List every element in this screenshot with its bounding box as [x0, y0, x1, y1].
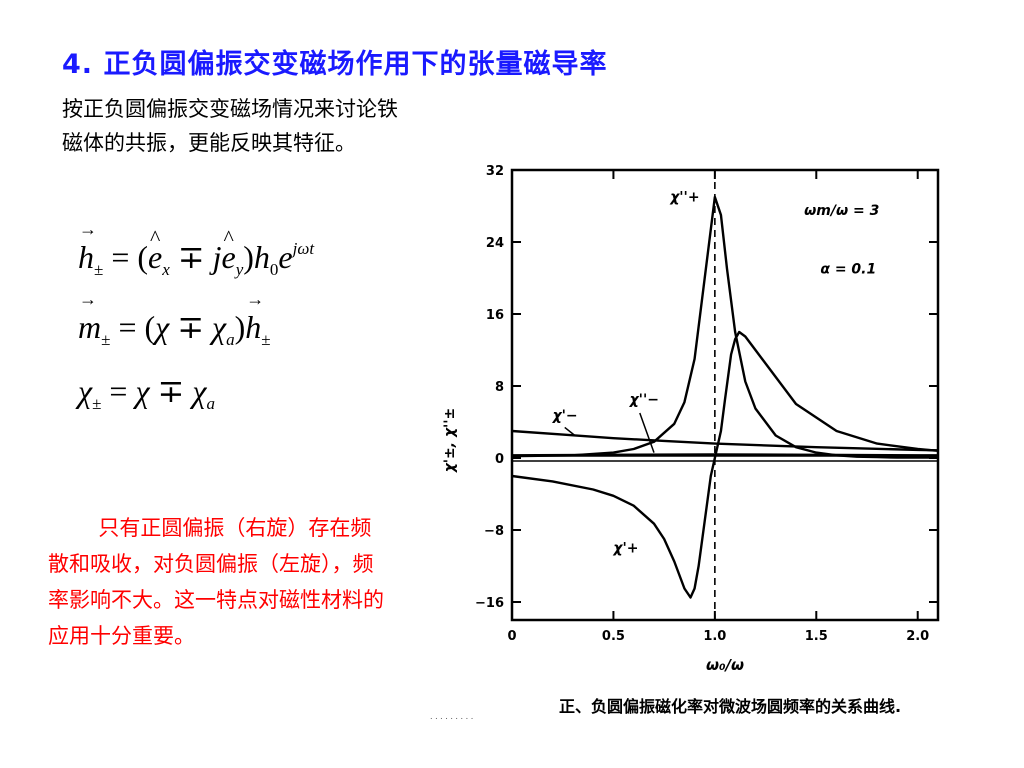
x-tick-label: 1.5 — [805, 629, 828, 644]
dotted-line: . . . . . . . . . — [430, 712, 474, 721]
y-tick-label: 16 — [486, 308, 504, 323]
y-tick-label: 0 — [495, 452, 504, 467]
y-tick-label: −8 — [484, 524, 504, 539]
y-axis-label: χ'±, χ''± — [442, 408, 458, 474]
x-tick-label: 2.0 — [906, 629, 929, 644]
series-chi-p-minus — [511, 429, 939, 452]
equation-h-pm: h± = (ex ∓ jey)h0ejωt — [78, 219, 314, 280]
equation-chi-pm: χ± = χ ∓ χa — [78, 373, 215, 413]
slide-title: 4. 正负圆偏振交变磁场作用下的张量磁导率 — [62, 49, 608, 80]
series-label: χ''+ — [669, 190, 699, 206]
series-chi-pp-minus — [511, 453, 938, 457]
plot-frame — [510, 168, 940, 622]
label-pointer — [564, 426, 576, 437]
x-axis-label: ω₀/ω — [706, 656, 744, 674]
x-tick-label: 0.5 — [602, 629, 625, 644]
param-line-2: α = 0.1 — [820, 262, 876, 278]
x-tick-label: 0 — [507, 629, 516, 644]
series-label: χ''− — [629, 392, 659, 408]
y-tick-label: 32 — [486, 164, 504, 179]
y-tick-label: −16 — [475, 596, 504, 611]
series-chi-p-plus — [511, 330, 939, 599]
y-tick-label: 24 — [486, 236, 504, 251]
x-tick-label: 1.0 — [703, 629, 726, 644]
series-label: χ'+ — [612, 541, 638, 557]
chart-svg: 32 24 16 8 0 −8 −16 0 0.5 1.0 1.5 2.0 χ''+ χ'+ χ'− χ''−… — [442, 164, 940, 716]
equation-m-pm: m± = (χ ∓ χa)h± — [78, 289, 271, 350]
series-label: χ'− — [552, 408, 578, 424]
label-pointer — [639, 412, 655, 453]
intro-paragraph: 按正负圆偏振交变磁场情况来讨论铁磁体的共振，更能反映其特征。 — [62, 97, 398, 155]
param-line-1: ωm/ω = 3 — [804, 203, 879, 219]
y-tick-label: 8 — [495, 380, 504, 395]
red-note: 只有正圆偏振（右旋）存在频散和吸收，对负圆偏振（左旋），频率影响不大。这一特点对… — [48, 516, 384, 648]
chart-caption: 正、负圆偏振磁化率对微波场圆频率的关系曲线. — [559, 697, 901, 716]
susceptibility-plot: 32 24 16 8 0 −8 −16 0 0.5 1.0 1.5 2.0 χ''+ χ'+ χ'− χ''−… — [430, 150, 990, 734]
